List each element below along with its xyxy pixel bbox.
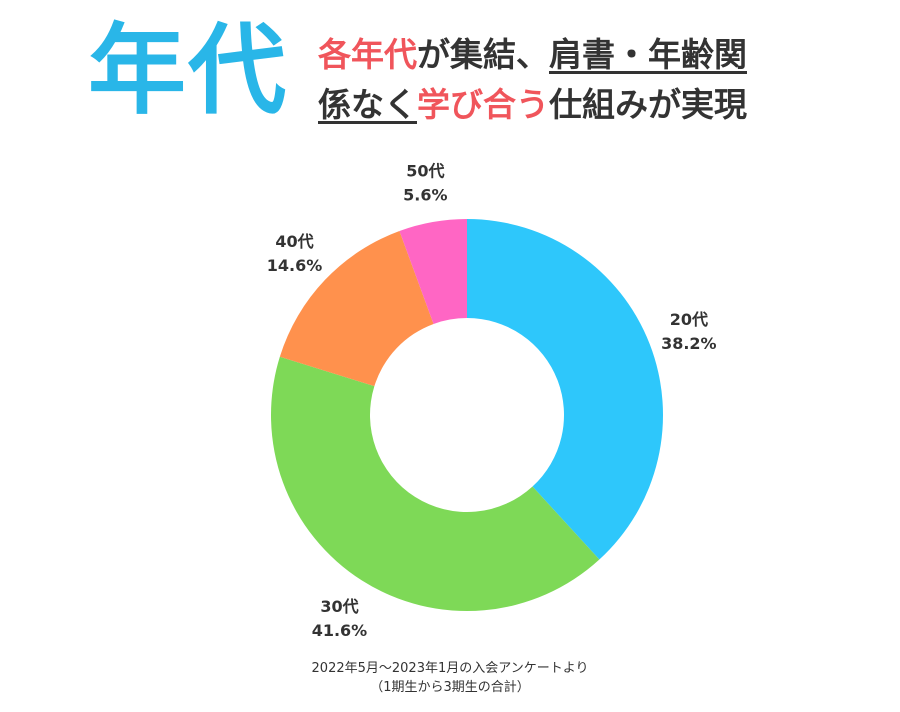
footnote-line-2: （1期生から3期生の合計） — [370, 680, 530, 695]
slice-label: 20代 38.2% — [661, 310, 717, 353]
subtitle-segment: 学び合う — [417, 85, 549, 124]
donut-slice — [271, 356, 600, 611]
subtitle-segment: 各年代 — [318, 35, 417, 74]
subtitle-segment: が集結、 — [417, 35, 549, 74]
slice-label: 50代 5.6% — [403, 162, 447, 205]
footnote: 2022年5月〜2023年1月の入会アンケートより （1期生から3期生の合計） — [0, 659, 900, 697]
slice-label: 30代 41.6% — [312, 597, 368, 640]
donut-slice — [279, 231, 434, 387]
donut-slice — [399, 219, 467, 324]
subtitle: 各年代が集結、肩書・年齢関 係なく学び合う仕組みが実現 — [318, 30, 747, 130]
donut-slice — [467, 219, 663, 560]
footnote-line-1: 2022年5月〜2023年1月の入会アンケートより — [311, 661, 589, 676]
subtitle-segment: 仕組みが実現 — [549, 85, 747, 124]
subtitle-line-1: 各年代が集結、肩書・年齢関 — [318, 30, 747, 80]
page-title: 年代 — [88, 14, 289, 128]
slice-label: 40代 14.6% — [267, 232, 323, 275]
subtitle-segment: 肩書・年齢関 — [549, 35, 747, 74]
subtitle-line-2: 係なく学び合う仕組みが実現 — [318, 80, 747, 130]
subtitle-segment: 係なく — [318, 85, 417, 124]
